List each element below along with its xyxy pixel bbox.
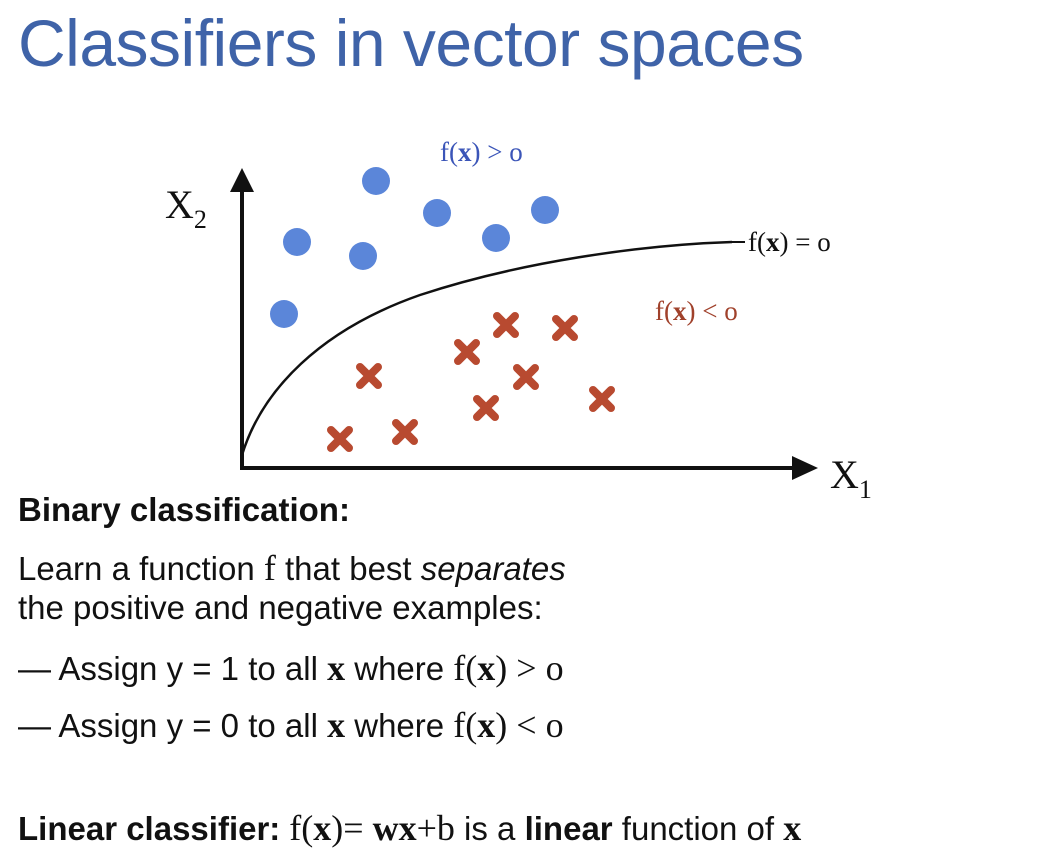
- binary-bullet-2: — Assign y = 0 to all x where f(x) < o: [18, 705, 564, 746]
- bullet-2-pre: Assign y = 0 to all: [51, 707, 328, 744]
- binary-line-1-mid: that best: [275, 550, 421, 587]
- linear-function-of: function of: [612, 810, 784, 847]
- bullet-2-x: x: [327, 705, 346, 745]
- positive-point: [362, 167, 390, 195]
- bullet-dash: —: [18, 707, 51, 744]
- negative-point: [589, 386, 615, 412]
- binary-line-1: Learn a function f that best separates: [18, 548, 566, 589]
- slide-title: Classifiers in vector spaces: [18, 6, 804, 80]
- bullet-1-mid: where: [345, 650, 454, 687]
- bullet-1-f-post: ) > o: [495, 648, 564, 688]
- bullet-2-f-post: ) < o: [495, 705, 564, 745]
- positive-points: [270, 167, 559, 328]
- linear-is-a: is a: [454, 810, 525, 847]
- negative-point: [513, 364, 539, 390]
- linear-heading: Linear classifier:: [18, 810, 281, 847]
- negative-point: [473, 395, 499, 421]
- bullet-2-f-x: x: [477, 705, 496, 745]
- bullet-dash: —: [18, 650, 51, 687]
- negative-point: [454, 339, 480, 365]
- binary-line-1-italic: separates: [420, 550, 566, 587]
- negative-point: [493, 312, 519, 338]
- y-axis-label: X2: [165, 182, 207, 234]
- x-axis-arrowhead: [792, 456, 818, 480]
- decision-boundary-curve: [240, 240, 733, 456]
- linear-plus-b: +b: [416, 808, 455, 848]
- y-axis-arrowhead: [230, 168, 254, 192]
- positive-point: [482, 224, 510, 252]
- binary-line-2: the positive and negative examples:: [18, 589, 543, 626]
- linear-x: x: [783, 808, 802, 848]
- bullet-1-x: x: [327, 648, 346, 688]
- positive-point: [270, 300, 298, 328]
- bullet-1-pre: Assign y = 1 to all: [51, 650, 328, 687]
- linear-classifier-line: Linear classifier: f(x)= wx+b is a linea…: [18, 808, 801, 849]
- bullet-1-f-x: x: [477, 648, 496, 688]
- binary-line-1-f: f: [263, 548, 276, 588]
- bullet-2-f-pre: f(: [453, 705, 478, 745]
- negative-point: [552, 315, 578, 341]
- binary-heading: Binary classification:: [18, 491, 350, 528]
- binary-line-1-pre: Learn a function: [18, 550, 264, 587]
- linear-wx: wx: [372, 808, 417, 848]
- positive-point: [423, 199, 451, 227]
- bullet-1-f-pre: f(: [453, 648, 478, 688]
- binary-bullet-1: — Assign y = 1 to all x where f(x) > o: [18, 648, 564, 689]
- positive-point: [283, 228, 311, 256]
- negative-point: [327, 426, 353, 452]
- boundary-label: f(x) = o: [748, 227, 831, 257]
- negative-point: [356, 363, 382, 389]
- positive-point: [349, 242, 377, 270]
- negative-points: [327, 312, 615, 452]
- positive-region-label: f(x) > o: [440, 137, 523, 167]
- classifier-diagram: X2 X1 f(x) > o f(x) = o f(x) < o: [165, 137, 872, 500]
- linear-f-post: )=: [331, 808, 373, 848]
- linear-word: linear: [524, 810, 613, 847]
- negative-region-label: f(x) < o: [655, 296, 738, 326]
- x-axis-label: X1: [830, 452, 872, 500]
- bullet-2-mid: where: [345, 707, 454, 744]
- positive-point: [531, 196, 559, 224]
- linear-f-pre: f(: [280, 808, 314, 848]
- linear-f-x: x: [313, 808, 332, 848]
- negative-point: [392, 419, 418, 445]
